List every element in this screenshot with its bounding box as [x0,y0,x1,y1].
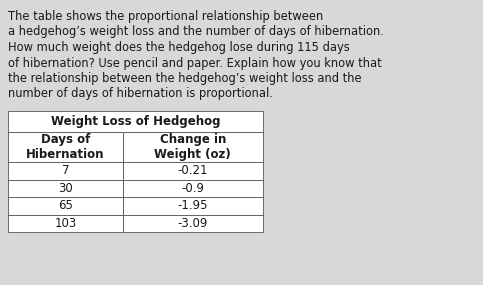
Text: -1.95: -1.95 [178,199,208,212]
Text: 7: 7 [62,164,69,177]
Text: of hibernation? Use pencil and paper. Explain how you know that: of hibernation? Use pencil and paper. Ex… [8,56,382,70]
Text: -3.09: -3.09 [178,217,208,230]
Text: How much weight does the hedgehog lose during 115 days: How much weight does the hedgehog lose d… [8,41,350,54]
Text: Change in
Weight (oz): Change in Weight (oz) [155,133,231,161]
Text: 103: 103 [54,217,76,230]
Text: Days of
Hibernation: Days of Hibernation [26,133,105,161]
Text: The table shows the proportional relationship between: The table shows the proportional relatio… [8,10,323,23]
Text: 65: 65 [58,199,73,212]
Text: -0.21: -0.21 [178,164,208,177]
Text: -0.9: -0.9 [182,182,204,195]
Text: a hedgehog’s weight loss and the number of days of hibernation.: a hedgehog’s weight loss and the number … [8,25,384,38]
Text: the relationship between the hedgehog’s weight loss and the: the relationship between the hedgehog’s … [8,72,362,85]
Text: Weight Loss of Hedgehog: Weight Loss of Hedgehog [51,115,220,128]
Text: 30: 30 [58,182,73,195]
Text: number of days of hibernation is proportional.: number of days of hibernation is proport… [8,87,273,101]
